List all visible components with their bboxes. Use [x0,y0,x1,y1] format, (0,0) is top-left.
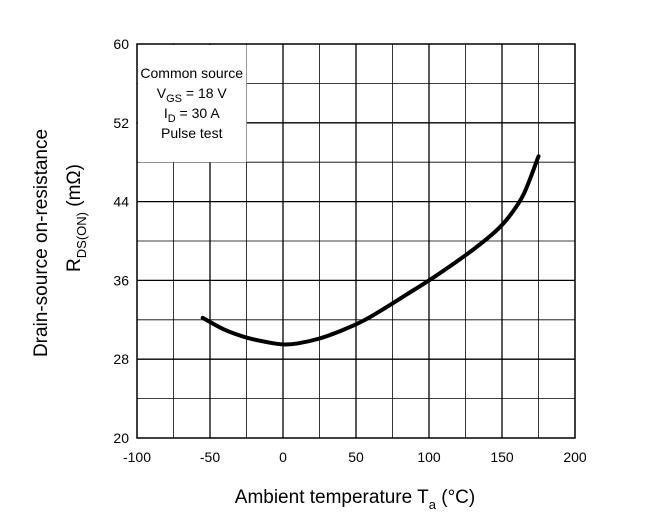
grid [137,44,575,438]
x-axis-title: Ambient temperature Ta (°C) [235,487,475,512]
x-tick-labels: -100 -50 0 50 100 150 200 [123,449,587,465]
x-tick-label: 200 [563,449,587,465]
y-tick-label: 60 [113,36,129,52]
y-axis-title: Drain-source on-resistance RDS(ON) (mΩ) [31,129,89,357]
series [200,154,541,347]
plot-frame [136,43,576,439]
y-tick-label: 52 [113,115,129,131]
x-tick-label: 100 [417,449,441,465]
y-tick-labels: 20 28 36 44 52 60 [113,36,129,446]
y-axis-title-line1: Drain-source on-resistance [31,129,52,357]
annotation-line: VGS = 18 V [157,85,228,105]
annotation-line: ID = 30 A [164,105,220,125]
y-tick-label: 44 [113,194,129,210]
y-tick-label: 28 [113,351,129,367]
y-axis-title-line2: RDS(ON) (mΩ) [64,164,89,272]
annotation-background [138,45,247,163]
x-tick-label: 150 [490,449,514,465]
annotation-line: Pulse test [161,125,223,141]
x-tick-label: 0 [279,449,287,465]
annotation-line: Common source [140,65,243,81]
x-tick-label: 50 [348,449,364,465]
series-line [200,154,541,347]
x-tick-label: -50 [200,449,220,465]
y-tick-label: 36 [113,272,129,288]
x-tick-label: -100 [123,449,151,465]
y-tick-label: 20 [113,430,129,446]
